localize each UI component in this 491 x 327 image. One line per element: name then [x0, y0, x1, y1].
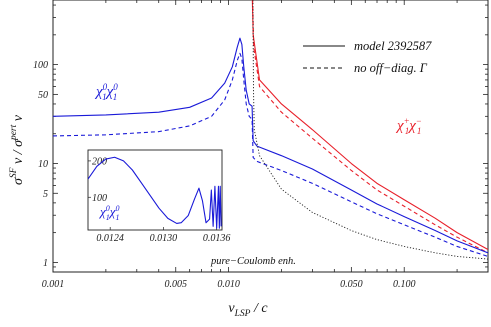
x-axis-ticks: 0.001 0.005 0.010 0.050 0.100: [42, 0, 458, 290]
inset-y-tick-label: 200: [92, 156, 107, 167]
annotation-pure-coulomb: pure−Coulomb enh.: [210, 256, 296, 267]
annotation-neutral-pair: χ0 1χ0 1: [94, 82, 118, 102]
x-tick-label: 0.100: [393, 279, 416, 290]
x-tick-label: 0.010: [217, 279, 240, 290]
series-line-3: [53, 52, 488, 257]
x-tick-label: 0.001: [42, 279, 65, 290]
series-line-1: [252, 0, 488, 254]
y-tick-label: 5: [43, 189, 48, 200]
x-axis-title: vLSP / c: [228, 301, 268, 319]
y-axis-title: σSF v / σpert v: [9, 114, 26, 185]
inset-chart: 0.0124 0.0130 0.0136 100 200 χ0 1χ0 1: [87, 149, 230, 244]
inset-annotation-neutral-pair: χ0 1χ0 1: [98, 204, 119, 222]
series-line-2: [53, 37, 488, 254]
y-tick-label: 10: [38, 159, 48, 170]
legend-label-model: model 2392587: [354, 39, 432, 53]
inset-series-line: [88, 156, 222, 229]
annotation-chargino-pair: χ+ 1χ− 1: [395, 116, 422, 136]
series-line-0: [251, 0, 488, 251]
inset-x-tick-label: 0.0136: [203, 233, 231, 244]
y-tick-label: 1: [43, 258, 48, 269]
plot-frame: [52, 0, 489, 273]
x-tick-label: 0.050: [340, 279, 363, 290]
legend-label-no-offdiag: no off−diag. Γ: [354, 61, 428, 75]
y-axis-ticks: 1 5 10 50 100: [33, 4, 488, 273]
series-group: [53, 0, 488, 260]
x-tick-label: 0.005: [164, 279, 187, 290]
inset-y-tick-label: 100: [92, 193, 107, 204]
inset-ticks: 0.0124 0.0130 0.0136 100 200: [88, 156, 230, 244]
legend: model 2392587 no off−diag. Γ: [303, 39, 432, 75]
inset-x-tick-label: 0.0124: [96, 233, 124, 244]
y-tick-label: 50: [38, 90, 48, 101]
inset-x-tick-label: 0.0130: [150, 233, 178, 244]
y-tick-label: 100: [33, 60, 48, 71]
inset-series: [88, 156, 222, 229]
